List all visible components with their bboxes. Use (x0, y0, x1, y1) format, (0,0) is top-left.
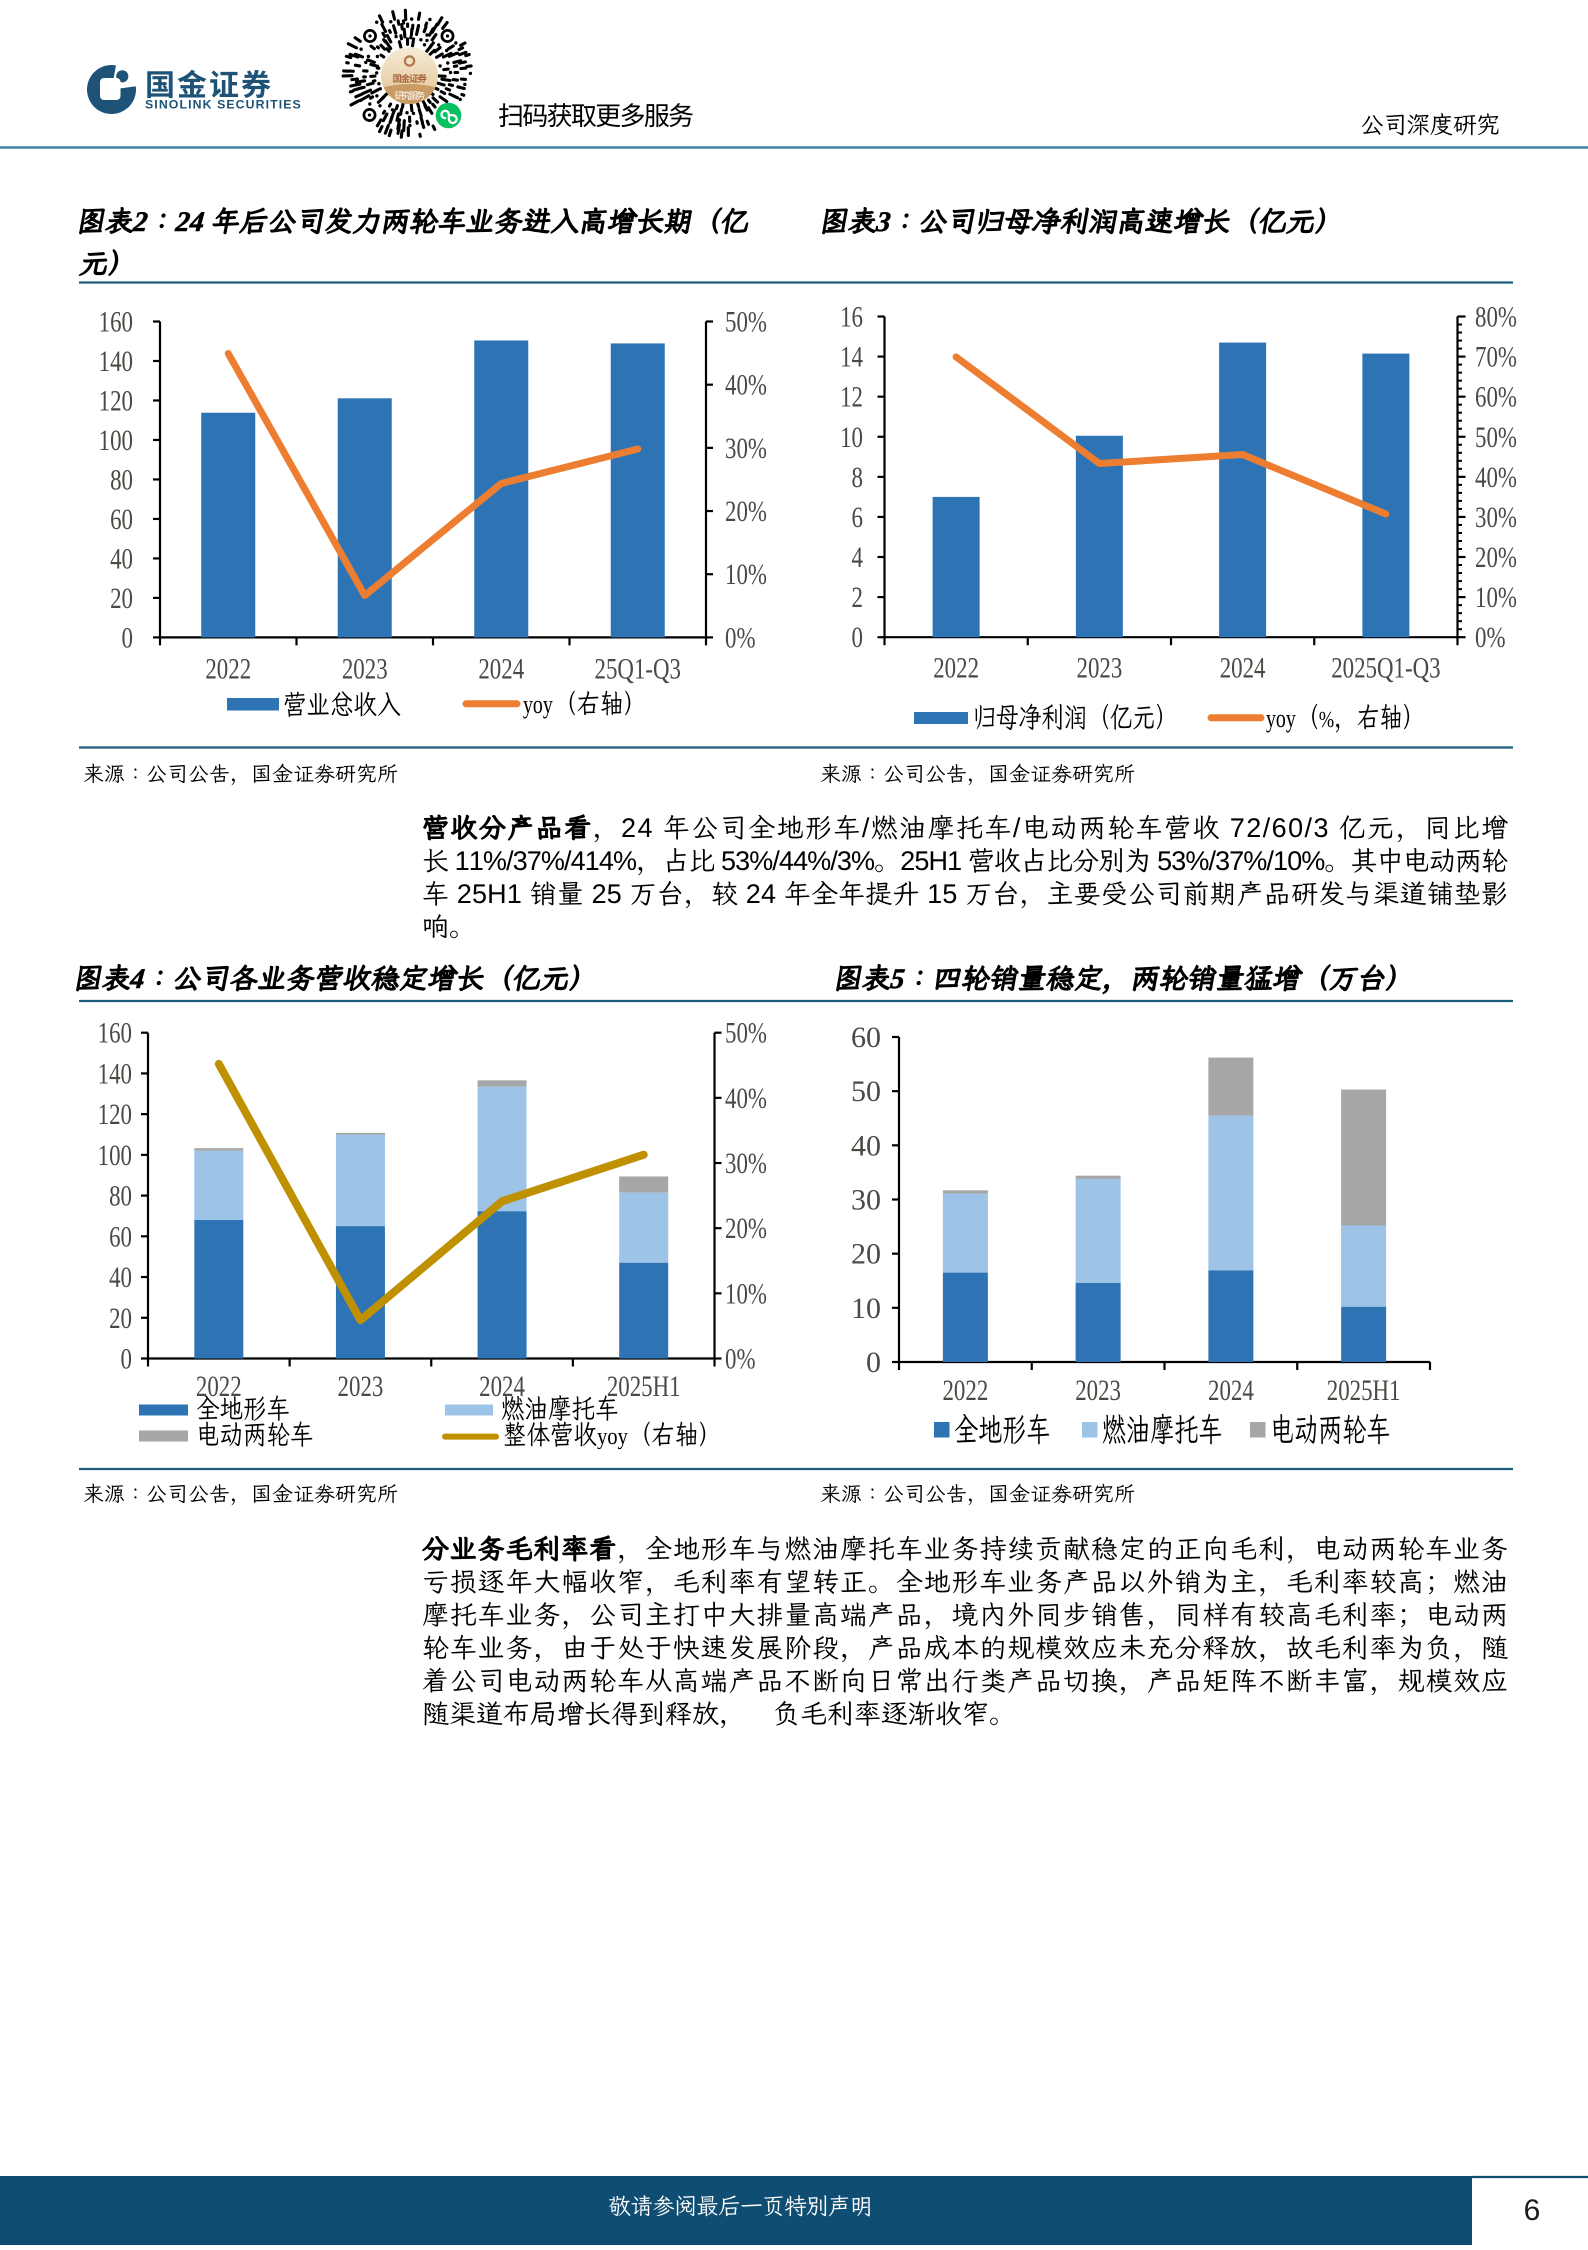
svg-text:40: 40 (851, 1129, 881, 1162)
svg-text:2023: 2023 (1075, 1373, 1121, 1407)
svg-text:60: 60 (110, 502, 133, 536)
svg-text:2023: 2023 (1076, 651, 1122, 685)
svg-text:50%: 50% (1475, 420, 1517, 454)
svg-text:10%: 10% (725, 1276, 767, 1310)
svg-text:2025Q1-Q3: 2025Q1-Q3 (1331, 651, 1440, 685)
svg-text:4: 4 (852, 540, 863, 574)
svg-text:SINOLINK SECURITIES: SINOLINK SECURITIES (145, 98, 302, 112)
svg-text:0: 0 (121, 1342, 132, 1376)
svg-text:8: 8 (852, 460, 863, 494)
svg-text:30%: 30% (1475, 500, 1517, 534)
svg-text:40: 40 (109, 1260, 132, 1294)
svg-text:2022: 2022 (933, 651, 979, 685)
svg-text:6: 6 (852, 500, 863, 534)
svg-text:100: 100 (99, 423, 133, 457)
svg-text:10: 10 (840, 420, 863, 454)
svg-text:yoy: yoy (1266, 705, 1296, 734)
svg-text:80%: 80% (1475, 300, 1517, 334)
svg-text:20: 20 (109, 1301, 132, 1335)
svg-text:2025H1: 2025H1 (1327, 1373, 1401, 1407)
svg-text:40: 40 (110, 541, 133, 575)
svg-text:2024: 2024 (1220, 651, 1266, 685)
svg-text:30: 30 (851, 1184, 881, 1217)
svg-text:120: 120 (98, 1097, 132, 1131)
svg-text:60: 60 (109, 1219, 132, 1253)
svg-text:40%: 40% (725, 1081, 767, 1115)
svg-text:6: 6 (1524, 2194, 1541, 2227)
svg-text:10%: 10% (725, 557, 767, 591)
svg-text:0%: 0% (1475, 620, 1506, 654)
svg-text:140: 140 (98, 1056, 132, 1090)
svg-text:2024: 2024 (478, 652, 524, 686)
svg-text:2022: 2022 (942, 1373, 988, 1407)
svg-text:80: 80 (109, 1179, 132, 1213)
svg-text:20%: 20% (725, 494, 767, 528)
svg-text:2024: 2024 (1208, 1373, 1254, 1407)
svg-text:0: 0 (866, 1346, 881, 1379)
svg-text:50: 50 (851, 1075, 881, 1108)
svg-text:yoy: yoy (523, 691, 553, 720)
svg-text:2023: 2023 (338, 1369, 384, 1403)
svg-text:14: 14 (840, 340, 863, 374)
svg-text:50%: 50% (725, 1016, 767, 1050)
svg-text:16: 16 (840, 300, 863, 334)
svg-text:2024: 2024 (479, 1369, 525, 1403)
svg-text:0%: 0% (725, 620, 756, 654)
svg-text:10: 10 (851, 1292, 881, 1325)
svg-text:0: 0 (122, 620, 133, 654)
svg-text:160: 160 (99, 305, 133, 339)
svg-text:20%: 20% (1475, 540, 1517, 574)
svg-text:160: 160 (98, 1016, 132, 1050)
svg-text:2022: 2022 (205, 652, 251, 686)
svg-text:10%: 10% (1475, 580, 1517, 614)
svg-text:25Q1-Q3: 25Q1-Q3 (595, 652, 681, 686)
svg-text:140: 140 (99, 344, 133, 378)
svg-text:100: 100 (98, 1138, 132, 1172)
svg-text:60%: 60% (1475, 380, 1517, 414)
svg-text:0%: 0% (725, 1342, 756, 1376)
svg-text:0: 0 (852, 620, 863, 654)
svg-text:20%: 20% (725, 1211, 767, 1245)
svg-text:50%: 50% (725, 305, 767, 339)
svg-text:60: 60 (851, 1021, 881, 1054)
svg-text:2: 2 (852, 580, 863, 614)
svg-text:30%: 30% (725, 431, 767, 465)
svg-text:20: 20 (110, 581, 133, 615)
svg-text:30%: 30% (725, 1146, 767, 1180)
svg-text:12: 12 (840, 380, 863, 414)
svg-text:70%: 70% (1475, 340, 1517, 374)
svg-text:2023: 2023 (342, 652, 388, 686)
svg-text:120: 120 (99, 383, 133, 417)
svg-text:2025H1: 2025H1 (607, 1369, 681, 1403)
svg-text:20: 20 (851, 1238, 881, 1271)
svg-text:80: 80 (110, 462, 133, 496)
svg-text:40%: 40% (1475, 460, 1517, 494)
svg-text:40%: 40% (725, 368, 767, 402)
